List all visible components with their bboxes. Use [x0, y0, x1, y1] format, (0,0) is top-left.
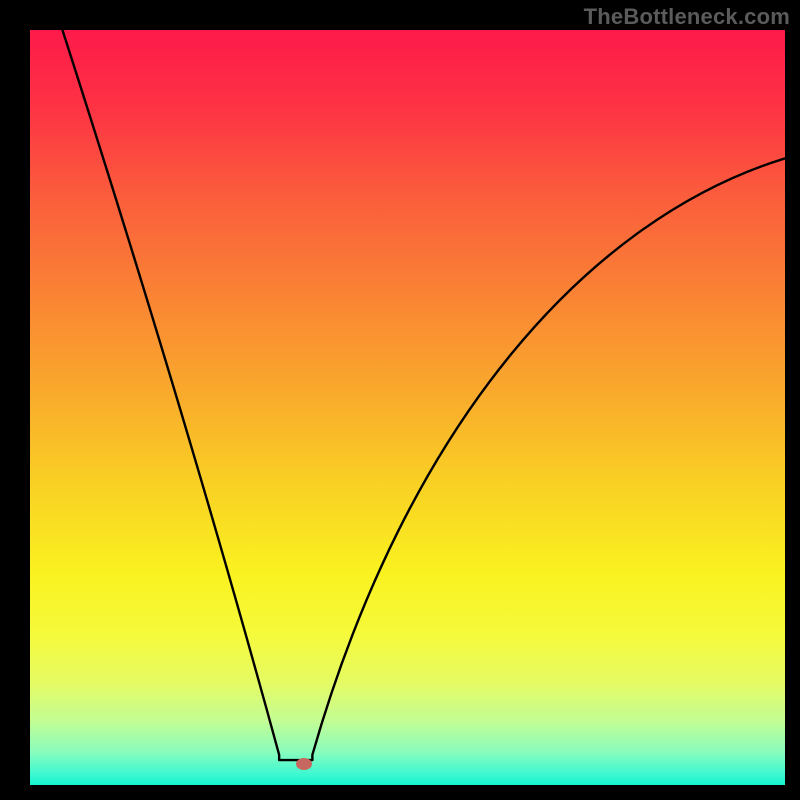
- optimal-point-marker: [296, 758, 312, 770]
- chart-container: TheBottleneck.com: [0, 0, 800, 800]
- watermark-text: TheBottleneck.com: [584, 4, 790, 30]
- bottleneck-curve: [30, 30, 785, 785]
- plot-area: [30, 30, 785, 785]
